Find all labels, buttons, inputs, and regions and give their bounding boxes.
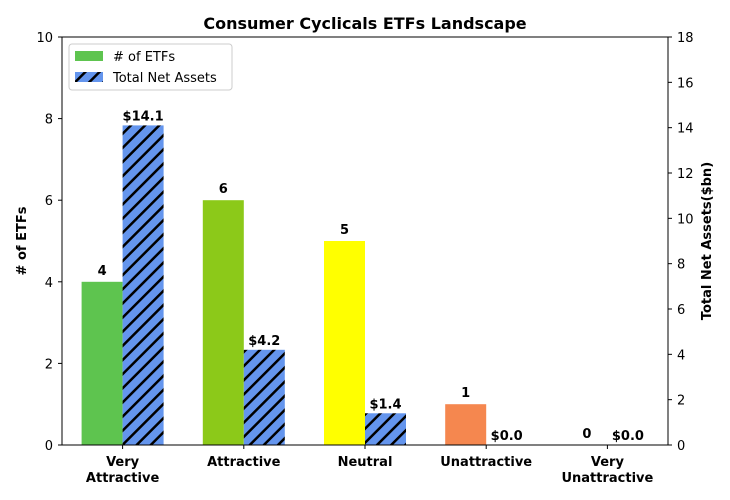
- x-tick-label: Very: [591, 455, 625, 470]
- x-tick-label: Attractive: [207, 455, 281, 470]
- data-label-net-assets: $0.0: [612, 429, 644, 444]
- y2-tick-label: 14: [677, 122, 694, 137]
- y2-tick-label: 8: [677, 258, 685, 273]
- data-label-net-assets: $14.1: [123, 109, 164, 124]
- y-tick-label: 10: [36, 31, 53, 46]
- data-label-etfs: 0: [582, 427, 591, 442]
- legend-swatch-etfs: [75, 51, 103, 61]
- bar-etfs: [81, 281, 123, 445]
- x-tick-label: Unattractive: [440, 455, 532, 470]
- bar-etfs: [445, 404, 487, 445]
- bar-etfs: [202, 200, 244, 445]
- y2-tick-label: 16: [677, 76, 694, 91]
- y2-tick-label: 18: [677, 31, 694, 46]
- data-label-etfs: 6: [219, 182, 228, 197]
- plot-frame: [61, 36, 669, 446]
- y2-tick-label: 12: [677, 167, 694, 182]
- chart-title: Consumer Cyclicals ETFs Landscape: [203, 14, 526, 33]
- legend-box: [68, 43, 233, 91]
- data-label-net-assets: $4.2: [248, 334, 280, 349]
- x-tick-label: Very: [106, 455, 140, 470]
- x-tick-label: Unattractive: [561, 471, 653, 486]
- bars-layer: [81, 125, 487, 446]
- y-axis-title: # of ETFs: [15, 206, 30, 275]
- data-label-net-assets: $1.4: [369, 397, 401, 412]
- bar-etfs: [324, 241, 365, 445]
- y2-tick-label: 4: [677, 348, 685, 363]
- data-label-etfs: 4: [98, 264, 107, 279]
- bar-net-assets: [122, 125, 164, 446]
- y-tick-label: 2: [45, 357, 53, 372]
- data-label-etfs: 5: [340, 223, 349, 238]
- y-tick-label: 8: [45, 113, 53, 128]
- y-tick-label: 0: [45, 439, 53, 454]
- y2-tick-label: 10: [677, 212, 694, 227]
- bar-net-assets: [243, 349, 285, 445]
- y2-tick-label: 6: [677, 303, 685, 318]
- y-tick-label: 4: [45, 276, 53, 291]
- x-tick-label: Attractive: [86, 471, 160, 486]
- x-tick-label: Neutral: [338, 455, 393, 470]
- y2-axis-title: Total Net Assets($bn): [700, 162, 715, 320]
- legend: # of ETFs Total Net Assets: [68, 43, 233, 91]
- y2-tick-label: 0: [677, 439, 685, 454]
- data-label-net-assets: $0.0: [491, 429, 523, 444]
- y-tick-label: 6: [45, 194, 53, 209]
- bar-net-assets: [365, 413, 406, 445]
- legend-label-assets: Total Net Assets: [112, 71, 217, 86]
- data-label-etfs: 1: [461, 386, 470, 401]
- data-labels-layer: 4 $14.1 6 $4.2 5 $1.4 1 $0.0 0 $0.0: [98, 109, 644, 444]
- legend-label-etfs: # of ETFs: [113, 50, 175, 65]
- legend-swatch-assets: [75, 72, 103, 82]
- y2-tick-label: 2: [677, 394, 685, 409]
